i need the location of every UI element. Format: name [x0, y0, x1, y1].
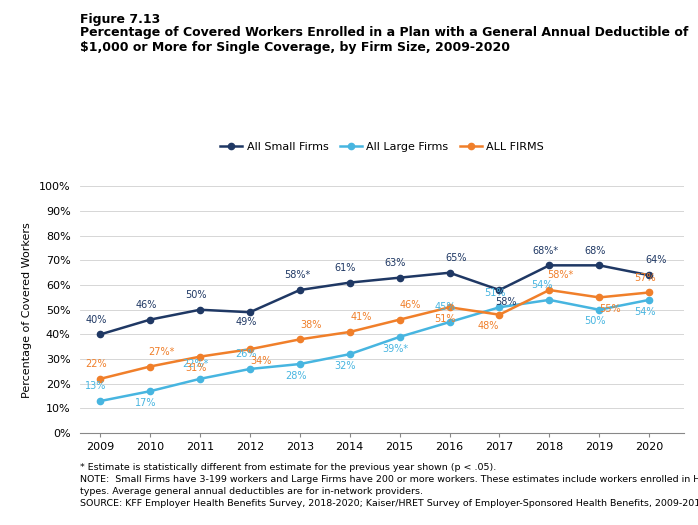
- Text: SOURCE: KFF Employer Health Benefits Survey, 2018-2020; Kaiser/HRET Survey of Em: SOURCE: KFF Employer Health Benefits Sur…: [80, 499, 698, 508]
- Text: 48%: 48%: [477, 321, 499, 331]
- Text: 22%*: 22%*: [183, 359, 209, 369]
- Text: 54%: 54%: [532, 280, 553, 290]
- Text: 63%: 63%: [385, 258, 406, 268]
- Text: 54%: 54%: [634, 307, 655, 317]
- Text: NOTE:  Small Firms have 3-199 workers and Large Firms have 200 or more workers. : NOTE: Small Firms have 3-199 workers and…: [80, 475, 698, 484]
- Text: 50%: 50%: [584, 317, 606, 327]
- Text: 55%: 55%: [600, 304, 621, 314]
- Text: 68%: 68%: [584, 246, 606, 256]
- Text: * Estimate is statistically different from estimate for the previous year shown : * Estimate is statistically different fr…: [80, 463, 496, 472]
- Text: $1,000 or More for Single Coverage, by Firm Size, 2009-2020: $1,000 or More for Single Coverage, by F…: [80, 41, 510, 54]
- Text: 51%: 51%: [435, 314, 456, 324]
- Text: 49%: 49%: [235, 318, 256, 328]
- Text: 28%: 28%: [285, 371, 306, 381]
- Text: 32%: 32%: [335, 361, 356, 371]
- Text: 39%*: 39%*: [383, 343, 408, 353]
- Text: Percentage of Covered Workers Enrolled in a Plan with a General Annual Deductibl: Percentage of Covered Workers Enrolled i…: [80, 26, 689, 39]
- Text: 22%: 22%: [85, 359, 107, 369]
- Text: 34%: 34%: [251, 356, 272, 366]
- Text: 50%: 50%: [185, 290, 207, 300]
- Text: types. Average general annual deductibles are for in-network providers.: types. Average general annual deductible…: [80, 487, 423, 496]
- Y-axis label: Percentage of Covered Workers: Percentage of Covered Workers: [22, 222, 32, 397]
- Text: 68%*: 68%*: [532, 246, 558, 256]
- Text: 27%*: 27%*: [148, 347, 174, 357]
- Text: 45%: 45%: [435, 302, 456, 312]
- Text: 46%: 46%: [400, 300, 422, 310]
- Text: 40%: 40%: [85, 314, 107, 324]
- Text: 13%: 13%: [85, 381, 107, 391]
- Text: 57%: 57%: [634, 273, 655, 283]
- Text: 41%: 41%: [350, 312, 371, 322]
- Text: 26%: 26%: [235, 349, 256, 359]
- Legend: All Small Firms, All Large Firms, ALL FIRMS: All Small Firms, All Large Firms, ALL FI…: [216, 138, 549, 156]
- Text: 64%: 64%: [646, 256, 667, 266]
- Text: 46%: 46%: [135, 300, 156, 310]
- Text: 31%: 31%: [185, 363, 207, 373]
- Text: 51%: 51%: [484, 288, 506, 298]
- Text: 61%: 61%: [335, 263, 356, 273]
- Text: 17%: 17%: [135, 398, 157, 408]
- Text: 65%: 65%: [446, 253, 467, 263]
- Text: 58%*: 58%*: [284, 270, 310, 280]
- Text: 38%: 38%: [300, 320, 322, 330]
- Text: 58%: 58%: [496, 297, 517, 307]
- Text: 58%*: 58%*: [547, 270, 574, 280]
- Text: Figure 7.13: Figure 7.13: [80, 13, 161, 26]
